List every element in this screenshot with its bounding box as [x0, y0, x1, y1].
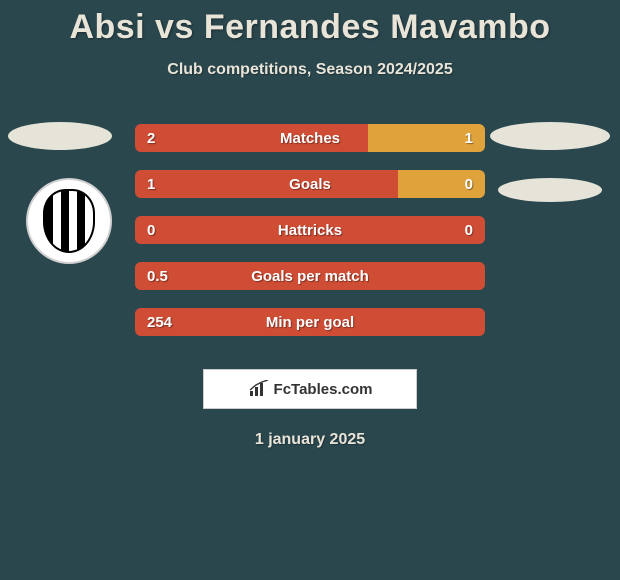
stat-bar-left-value: 2: [147, 124, 155, 152]
player-oval-mid-right: [498, 178, 602, 202]
stat-bar-row: 21Matches: [135, 124, 485, 152]
club-badge-stripes: [43, 189, 95, 253]
stat-bar-left-segment: [135, 308, 485, 336]
stat-bar-left-value: 0.5: [147, 262, 168, 290]
stat-bar-left-value: 1: [147, 170, 155, 198]
brand-attribution: FcTables.com: [203, 369, 417, 409]
player-oval-right: [490, 122, 610, 150]
stat-bar-left-value: 0: [147, 216, 155, 244]
player-oval-left: [8, 122, 112, 150]
date-line: 1 january 2025: [0, 431, 620, 449]
stat-bar-row: 10Goals: [135, 170, 485, 198]
stat-bar-left-segment: [135, 262, 485, 290]
stat-bar-left-segment: [135, 170, 398, 198]
subtitle: Club competitions, Season 2024/2025: [0, 61, 620, 79]
stat-bars: 21Matches10Goals00Hattricks0.5Goals per …: [135, 124, 485, 354]
brand-text: FcTables.com: [274, 381, 373, 398]
page-title: Absi vs Fernandes Mavambo: [0, 0, 620, 47]
stat-bar-left-segment: [135, 216, 485, 244]
brand-logo-icon: [248, 380, 270, 398]
stat-bar-left-segment: [135, 124, 368, 152]
stat-bar-right-value: 1: [465, 124, 473, 152]
stat-bar-row: 0.5Goals per match: [135, 262, 485, 290]
stat-bar-left-value: 254: [147, 308, 172, 336]
club-badge-left: [26, 178, 112, 264]
stat-bar-row: 00Hattricks: [135, 216, 485, 244]
stat-bar-row: 254Min per goal: [135, 308, 485, 336]
stat-bar-right-value: 0: [465, 170, 473, 198]
stat-bar-right-value: 0: [465, 216, 473, 244]
comparison-arena: 21Matches10Goals00Hattricks0.5Goals per …: [0, 109, 620, 369]
